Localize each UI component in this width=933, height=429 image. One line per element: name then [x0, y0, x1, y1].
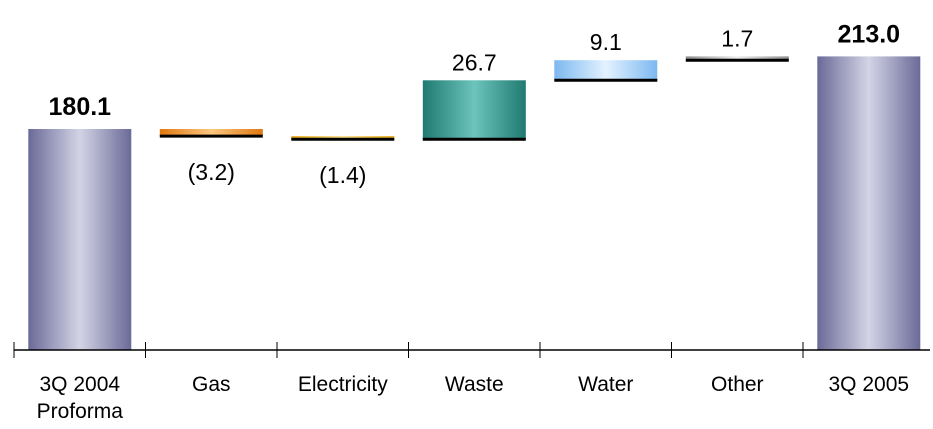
value-label-gas: (3.2) — [188, 159, 235, 185]
category-label-waste: Waste — [445, 373, 504, 396]
category-label-water: Water — [578, 373, 633, 396]
bar-electricity — [291, 136, 395, 140]
bar-3q-2004-proforma — [28, 129, 132, 350]
bar-waste — [422, 80, 526, 140]
value-label-3q-2004-proforma: 180.1 — [49, 93, 112, 121]
category-label-gas: Gas — [192, 373, 231, 396]
bar-3q-2005 — [817, 56, 921, 351]
category-label-other: Other — [711, 373, 764, 396]
bar-water — [554, 60, 658, 81]
bar-other — [685, 56, 789, 61]
category-label-3q-2005: 3Q 2005 — [829, 373, 910, 396]
category-label-electricity: Electricity — [298, 373, 388, 396]
value-label-water: 9.1 — [590, 29, 622, 55]
value-label-electricity: (1.4) — [319, 162, 366, 188]
category-label-3q-2004-proforma: 3Q 2004 Proforma — [37, 373, 124, 423]
value-label-waste: 26.7 — [452, 49, 497, 75]
value-label-3q-2005: 213.0 — [838, 20, 901, 48]
value-label-other: 1.7 — [721, 25, 753, 51]
bar-gas — [159, 129, 263, 137]
